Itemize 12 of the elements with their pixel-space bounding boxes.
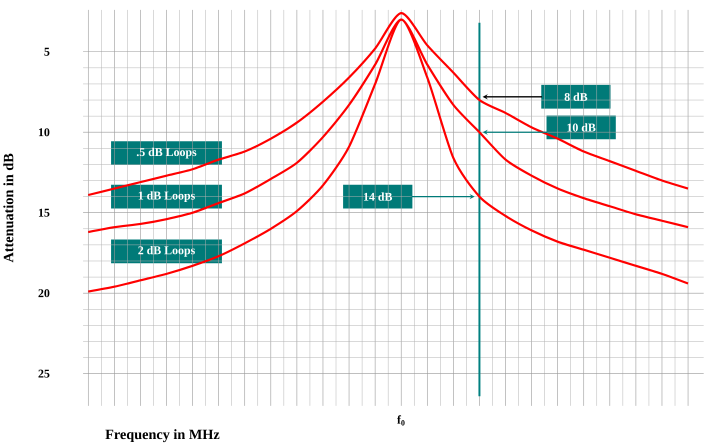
x-tick-label: f$_{0}$ <box>397 415 405 426</box>
series-label: 2 dB Loops <box>138 246 195 257</box>
y-tick-label: 15 <box>38 208 50 216</box>
y-tick-label: 25 <box>38 369 50 378</box>
line-series <box>87 18 690 292</box>
y-axis-title: Attenuation in dB <box>3 153 14 262</box>
series-label: .5 dB Loops <box>136 148 196 158</box>
x-axis-title: Frequency in MHz <box>105 428 220 442</box>
y-tick-label: 20 <box>38 288 50 297</box>
y-tick-label: 5 <box>44 48 50 56</box>
series-label: 1 dB Loops <box>138 191 195 202</box>
y-tick-label: 10 <box>38 128 50 136</box>
